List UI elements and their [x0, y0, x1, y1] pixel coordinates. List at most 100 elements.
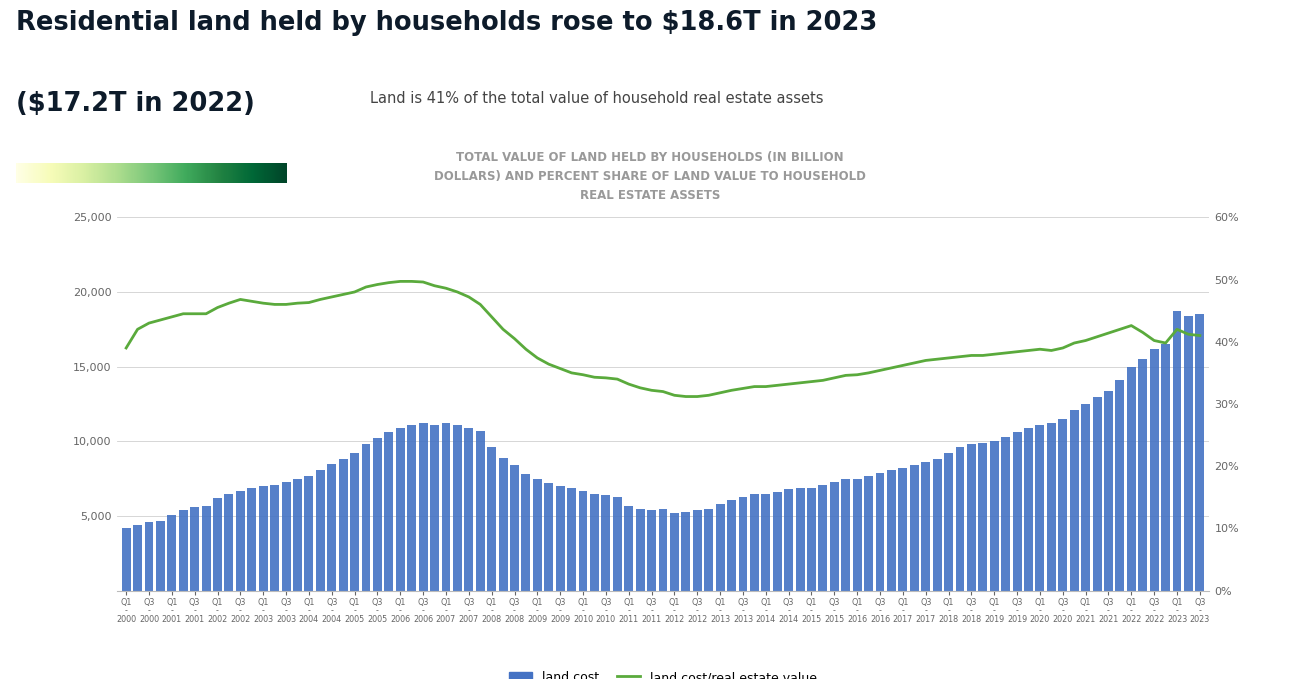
Bar: [202, 506, 211, 591]
Bar: [476, 431, 485, 591]
Bar: [762, 494, 771, 591]
Text: Residential land held by households rose to $18.6T in 2023: Residential land held by households rose…: [16, 10, 876, 35]
Bar: [681, 511, 690, 591]
Bar: [213, 498, 222, 591]
Bar: [829, 481, 838, 591]
Bar: [590, 494, 599, 591]
Bar: [179, 510, 187, 591]
Bar: [659, 509, 667, 591]
Bar: [876, 473, 884, 591]
Bar: [533, 479, 542, 591]
Bar: [395, 428, 404, 591]
Bar: [864, 476, 874, 591]
Bar: [898, 469, 907, 591]
Bar: [612, 496, 621, 591]
Bar: [1082, 404, 1091, 591]
Bar: [499, 458, 507, 591]
Bar: [1115, 380, 1124, 591]
Bar: [1036, 425, 1044, 591]
Bar: [932, 459, 941, 591]
Bar: [602, 495, 610, 591]
Bar: [292, 479, 302, 591]
Bar: [144, 522, 153, 591]
Bar: [1013, 433, 1022, 591]
Bar: [1070, 410, 1079, 591]
Bar: [259, 486, 268, 591]
Bar: [133, 525, 142, 591]
Bar: [647, 510, 656, 591]
Bar: [922, 462, 931, 591]
Bar: [190, 507, 199, 591]
Bar: [545, 483, 554, 591]
Bar: [1161, 344, 1170, 591]
Bar: [807, 488, 816, 591]
Bar: [727, 500, 736, 591]
Bar: [488, 447, 497, 591]
Bar: [1092, 397, 1101, 591]
Legend: land cost, land cost/real estate value: land cost, land cost/real estate value: [504, 666, 822, 679]
Bar: [819, 485, 827, 591]
Bar: [235, 491, 244, 591]
Bar: [1104, 390, 1113, 591]
Bar: [521, 474, 530, 591]
Bar: [624, 506, 633, 591]
Bar: [328, 464, 337, 591]
Bar: [716, 504, 724, 591]
Bar: [168, 515, 177, 591]
Bar: [247, 488, 256, 591]
Bar: [452, 425, 462, 591]
Bar: [1196, 314, 1204, 591]
Bar: [750, 494, 759, 591]
Bar: [156, 521, 165, 591]
Bar: [1149, 349, 1158, 591]
Bar: [1139, 359, 1147, 591]
Bar: [784, 489, 793, 591]
Bar: [670, 513, 679, 591]
Bar: [1173, 312, 1182, 591]
Bar: [373, 439, 382, 591]
Bar: [887, 470, 896, 591]
Bar: [270, 485, 280, 591]
Bar: [419, 424, 428, 591]
Bar: [1184, 316, 1193, 591]
Bar: [350, 454, 359, 591]
Bar: [841, 479, 850, 591]
Bar: [578, 491, 588, 591]
Bar: [555, 486, 564, 591]
Bar: [1046, 424, 1056, 591]
Text: ($17.2T in 2022): ($17.2T in 2022): [16, 91, 255, 117]
Bar: [853, 479, 862, 591]
Bar: [510, 465, 519, 591]
Bar: [407, 425, 416, 591]
Bar: [282, 481, 290, 591]
Bar: [979, 443, 987, 591]
Text: TOTAL VALUE OF LAND HELD BY HOUSEHOLDS (IN BILLION
DOLLARS) AND PERCENT SHARE OF: TOTAL VALUE OF LAND HELD BY HOUSEHOLDS (…: [434, 151, 866, 202]
Bar: [567, 488, 576, 591]
Bar: [442, 424, 450, 591]
Bar: [430, 425, 439, 591]
Bar: [122, 528, 130, 591]
Bar: [956, 447, 965, 591]
Bar: [705, 509, 714, 591]
Bar: [304, 476, 313, 591]
Bar: [385, 433, 394, 591]
Bar: [361, 444, 370, 591]
Bar: [944, 454, 953, 591]
Bar: [796, 488, 805, 591]
Bar: [636, 509, 645, 591]
Bar: [316, 470, 325, 591]
Bar: [738, 496, 748, 591]
Bar: [693, 510, 702, 591]
Bar: [910, 465, 919, 591]
Bar: [339, 459, 347, 591]
Bar: [967, 444, 976, 591]
Bar: [1001, 437, 1010, 591]
Bar: [464, 428, 473, 591]
Bar: [772, 492, 781, 591]
Bar: [1058, 419, 1067, 591]
Bar: [1127, 367, 1136, 591]
Bar: [225, 494, 234, 591]
Bar: [1024, 428, 1034, 591]
Bar: [989, 441, 998, 591]
Text: Land is 41% of the total value of household real estate assets: Land is 41% of the total value of househ…: [370, 91, 824, 106]
